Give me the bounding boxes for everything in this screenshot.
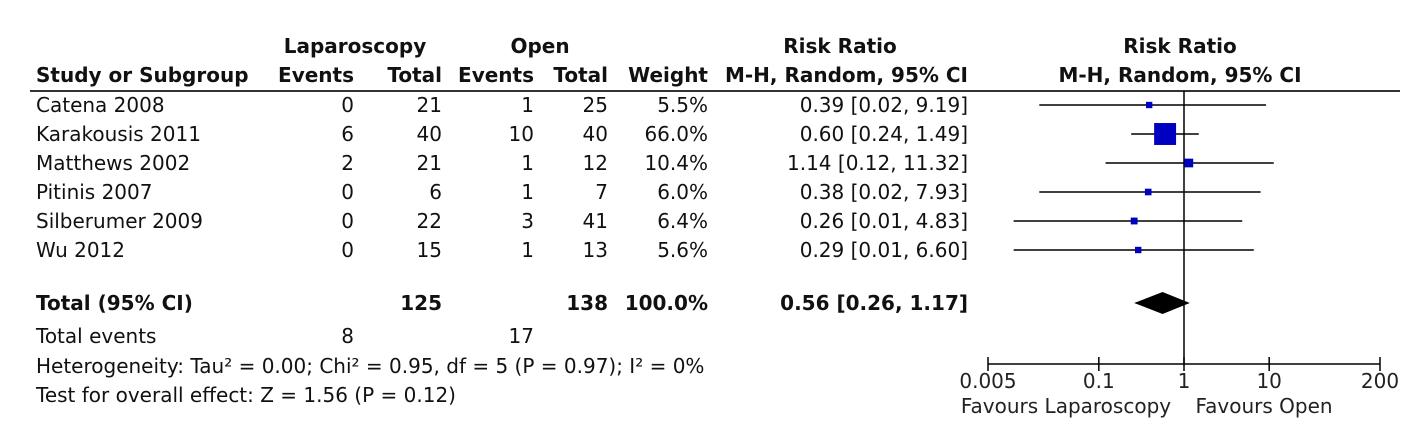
study-name: Wu 2012 <box>36 238 125 262</box>
total-2: 25 <box>582 93 608 117</box>
x-tick-label: 1 <box>1178 369 1191 393</box>
weight: 5.5% <box>657 93 708 117</box>
events-1: 2 <box>341 151 354 175</box>
total-2: 40 <box>582 122 608 146</box>
group2-header: Open <box>510 34 570 58</box>
favours-left-label: Favours Laparoscopy <box>961 394 1171 418</box>
risk-ratio-ci: 0.29 [0.01, 6.60] <box>799 238 968 262</box>
total-n1: 125 <box>400 291 442 315</box>
total-1: 22 <box>416 209 442 233</box>
total-2: 7 <box>595 180 608 204</box>
total-2: 13 <box>582 238 608 262</box>
total-2: 41 <box>582 209 608 233</box>
effect-marker <box>1135 246 1142 254</box>
col-events-1: Events <box>278 63 354 87</box>
col-total-2: Total <box>553 63 608 87</box>
total-diamond <box>1134 292 1190 314</box>
group1-header: Laparoscopy <box>283 34 427 58</box>
total-events-2: 17 <box>508 324 534 348</box>
effect-marker <box>1146 101 1153 109</box>
events-2: 10 <box>508 122 534 146</box>
effect-marker <box>1184 158 1194 168</box>
risk-ratio-ci: 0.39 [0.02, 9.19] <box>799 93 968 117</box>
events-1: 0 <box>341 180 354 204</box>
events-1: 0 <box>341 238 354 262</box>
study-name: Silberumer 2009 <box>36 209 203 233</box>
events-1: 0 <box>341 93 354 117</box>
total-2: 12 <box>582 151 608 175</box>
total-n2: 138 <box>566 291 608 315</box>
x-tick-label: 10 <box>1256 369 1281 393</box>
events-1: 0 <box>341 209 354 233</box>
total-weight: 100.0% <box>624 291 708 315</box>
total-1: 6 <box>429 180 442 204</box>
weight: 66.0% <box>644 122 708 146</box>
events-2: 3 <box>521 209 534 233</box>
study-name: Matthews 2002 <box>36 151 191 175</box>
col-events-2: Events <box>458 63 534 87</box>
heterogeneity-text: Heterogeneity: Tau² = 0.00; Chi² = 0.95,… <box>36 354 705 378</box>
col-weight: Weight <box>628 63 708 87</box>
study-name: Pitinis 2007 <box>36 180 153 204</box>
risk-ratio-ci: 0.38 [0.02, 7.93] <box>799 180 968 204</box>
risk-ratio-ci: 0.60 [0.24, 1.49] <box>799 122 968 146</box>
weight: 10.4% <box>644 151 708 175</box>
weight: 5.6% <box>657 238 708 262</box>
risk-ratio-ci: 1.14 [0.12, 11.32] <box>787 151 968 175</box>
total-events-label: Total events <box>36 324 157 348</box>
col-method: M-H, Random, 95% CI <box>724 63 968 87</box>
study-name: Karakousis 2011 <box>36 122 201 146</box>
risk-ratio-ci: 0.26 [0.01, 4.83] <box>799 209 968 233</box>
events-2: 1 <box>521 180 534 204</box>
total-ci: 0.56 [0.26, 1.17] <box>780 291 968 315</box>
x-tick-label: 200 <box>1361 369 1399 393</box>
weight: 6.4% <box>657 209 708 233</box>
total-events-1: 8 <box>341 324 354 348</box>
total-1: 21 <box>416 93 442 117</box>
total-1: 15 <box>416 238 442 262</box>
weight: 6.0% <box>657 180 708 204</box>
events-2: 1 <box>521 151 534 175</box>
plot-title: Risk Ratio <box>1123 34 1237 58</box>
events-1: 6 <box>341 122 354 146</box>
effect-marker <box>1130 217 1138 225</box>
events-2: 1 <box>521 238 534 262</box>
rr-title: Risk Ratio <box>783 34 897 58</box>
x-tick-label: 0.1 <box>1083 369 1115 393</box>
effect-marker <box>1144 188 1152 196</box>
favours-right-label: Favours Open <box>1195 394 1332 418</box>
overall-effect-text: Test for overall effect: Z = 1.56 (P = 0… <box>36 383 456 407</box>
effect-marker <box>1154 123 1177 145</box>
col-total-1: Total <box>387 63 442 87</box>
x-tick-label: 0.005 <box>959 369 1016 393</box>
total-1: 40 <box>416 122 442 146</box>
plot-method: M-H, Random, 95% CI <box>1058 63 1302 87</box>
study-name: Catena 2008 <box>36 93 165 117</box>
events-2: 1 <box>521 93 534 117</box>
total-1: 21 <box>416 151 442 175</box>
col-study: Study or Subgroup <box>36 63 249 87</box>
total-label: Total (95% CI) <box>36 291 193 315</box>
